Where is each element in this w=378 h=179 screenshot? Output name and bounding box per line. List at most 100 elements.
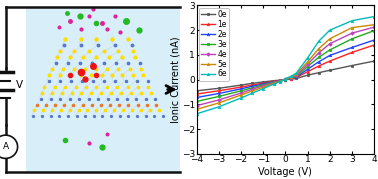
1e xyxy=(250,84,254,86)
1e xyxy=(289,78,293,80)
4e xyxy=(305,63,310,65)
Line: 4e: 4e xyxy=(195,26,375,107)
5e xyxy=(327,38,332,40)
2e xyxy=(327,54,332,56)
4e xyxy=(316,52,321,54)
5e xyxy=(250,90,254,92)
0e xyxy=(350,64,354,67)
3e xyxy=(372,30,376,32)
6e xyxy=(372,15,376,18)
5e xyxy=(272,82,277,84)
6e xyxy=(316,40,321,42)
4e xyxy=(327,43,332,45)
Line: 2e: 2e xyxy=(195,39,375,99)
2e xyxy=(283,79,288,81)
6e xyxy=(261,88,265,90)
1e xyxy=(261,82,265,84)
6e xyxy=(239,97,243,99)
0e xyxy=(261,81,265,83)
3e xyxy=(283,79,288,81)
6e xyxy=(194,113,199,115)
1e xyxy=(217,90,221,92)
4e xyxy=(217,99,221,101)
0e xyxy=(372,60,376,62)
5e xyxy=(239,94,243,96)
5e xyxy=(316,48,321,50)
3e xyxy=(305,66,310,68)
X-axis label: Voltage (V): Voltage (V) xyxy=(259,167,312,177)
Text: V: V xyxy=(16,80,23,90)
Line: 1e: 1e xyxy=(195,44,375,95)
Circle shape xyxy=(0,135,18,158)
1e xyxy=(272,80,277,82)
1e xyxy=(277,79,282,81)
Text: A: A xyxy=(3,142,9,151)
0e xyxy=(277,79,282,81)
0e xyxy=(283,79,288,81)
2e xyxy=(261,83,265,85)
1e xyxy=(350,51,354,54)
3e xyxy=(327,49,332,51)
2e xyxy=(194,96,199,99)
2e xyxy=(277,80,282,82)
4e xyxy=(194,105,199,107)
3e xyxy=(239,90,243,92)
0e xyxy=(194,90,199,92)
6e xyxy=(327,29,332,31)
5e xyxy=(294,73,299,75)
2e xyxy=(272,81,277,83)
3e xyxy=(250,87,254,89)
3e xyxy=(294,75,299,77)
3e xyxy=(194,100,199,103)
3e xyxy=(272,81,277,83)
4e xyxy=(283,78,288,80)
2e xyxy=(217,92,221,95)
6e xyxy=(350,20,354,22)
5e xyxy=(372,24,376,26)
4e xyxy=(239,92,243,94)
0e xyxy=(327,69,332,71)
3e xyxy=(316,56,321,58)
6e xyxy=(283,78,288,80)
Legend: 0e, 1e, 2e, 3e, 4e, 5e, 6e: 0e, 1e, 2e, 3e, 4e, 5e, 6e xyxy=(199,8,229,81)
0e xyxy=(250,82,254,84)
2e xyxy=(239,88,243,90)
2e xyxy=(289,77,293,79)
6e xyxy=(277,81,282,83)
6e xyxy=(250,92,254,94)
Line: 0e: 0e xyxy=(195,60,375,92)
6e xyxy=(294,72,299,74)
3e xyxy=(217,95,221,98)
2e xyxy=(294,76,299,78)
5e xyxy=(261,86,265,88)
4e xyxy=(294,74,299,76)
0e xyxy=(239,84,243,86)
1e xyxy=(316,65,321,67)
5e xyxy=(289,76,293,78)
Line: 6e: 6e xyxy=(195,15,375,115)
2e xyxy=(305,68,310,70)
1e xyxy=(372,44,376,46)
5e xyxy=(217,102,221,104)
0e xyxy=(316,72,321,74)
2e xyxy=(316,61,321,63)
4e xyxy=(350,32,354,34)
6e xyxy=(272,83,277,85)
4e xyxy=(261,85,265,87)
4e xyxy=(272,82,277,84)
4e xyxy=(372,26,376,28)
1e xyxy=(194,93,199,95)
Line: 5e: 5e xyxy=(195,23,375,111)
6e xyxy=(305,57,310,59)
2e xyxy=(372,39,376,41)
5e xyxy=(283,78,288,80)
FancyBboxPatch shape xyxy=(26,7,180,172)
3e xyxy=(277,80,282,82)
4e xyxy=(289,77,293,79)
5e xyxy=(277,80,282,83)
Y-axis label: Ionic Current (nA): Ionic Current (nA) xyxy=(170,36,181,123)
3e xyxy=(289,77,293,79)
1e xyxy=(239,86,243,88)
0e xyxy=(217,87,221,89)
5e xyxy=(305,61,310,63)
